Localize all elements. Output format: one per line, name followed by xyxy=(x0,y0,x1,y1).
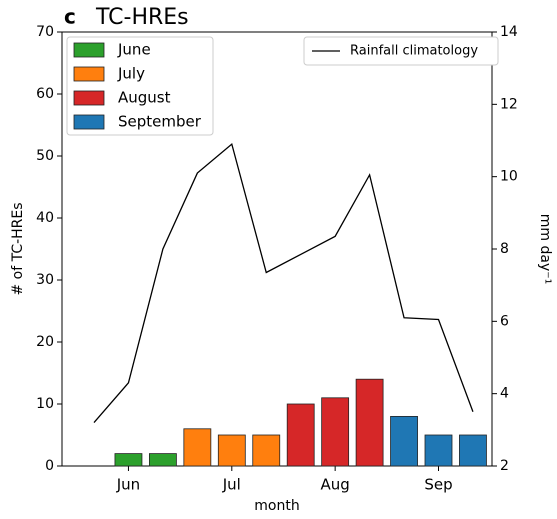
y2-tick-label: 10 xyxy=(500,169,518,185)
x-tick-label: Jul xyxy=(222,476,241,494)
y2-axis-label: mm day⁻¹ xyxy=(537,214,553,284)
bar xyxy=(355,378,384,467)
y2-tick-label: 14 xyxy=(500,24,518,40)
bar xyxy=(424,434,453,467)
bar xyxy=(286,403,315,467)
bar xyxy=(459,434,487,467)
legend-label: June xyxy=(117,41,151,59)
y2-tick-label: 8 xyxy=(500,241,509,257)
y-tick-label: 70 xyxy=(36,24,54,40)
y-tick-label: 10 xyxy=(36,396,54,412)
panel-label: c xyxy=(64,5,76,29)
chart-title: TC-HREs xyxy=(95,5,189,30)
y2-tick-label: 2 xyxy=(500,458,509,474)
legend-label: July xyxy=(117,65,145,83)
x-tick-label: Aug xyxy=(321,476,350,494)
y2-tick-label: 12 xyxy=(500,96,518,112)
bar xyxy=(390,415,418,467)
legend-swatch xyxy=(73,66,105,82)
y-tick-label: 30 xyxy=(36,272,54,288)
legend-label: Rainfall climatology xyxy=(350,44,478,59)
y2-tick-label: 4 xyxy=(500,386,509,402)
legend-label: September xyxy=(118,113,202,131)
bar xyxy=(183,428,212,467)
legend-swatch xyxy=(73,90,105,106)
legend-box xyxy=(66,36,214,136)
y2-tick-label: 6 xyxy=(500,313,509,329)
x-axis-label: month xyxy=(254,498,299,514)
y-tick-label: 60 xyxy=(36,86,54,102)
y-tick-label: 50 xyxy=(36,148,54,164)
legend-box xyxy=(303,36,499,66)
y-tick-label: 40 xyxy=(36,210,54,226)
legend-swatch xyxy=(73,42,105,58)
y-tick-label: 20 xyxy=(36,334,54,350)
y-tick-label: 0 xyxy=(45,458,54,474)
legend-label: August xyxy=(118,89,171,107)
bar xyxy=(252,434,281,467)
bar xyxy=(148,453,177,467)
bar xyxy=(114,453,143,467)
bar xyxy=(321,397,350,467)
x-tick-label: Sep xyxy=(424,476,452,494)
y-axis-label: # of TC-HREs xyxy=(10,202,26,295)
rainfall-line xyxy=(93,142,474,424)
legend-swatch xyxy=(73,114,105,130)
bar xyxy=(217,434,246,467)
x-tick-label: Jun xyxy=(116,476,140,494)
